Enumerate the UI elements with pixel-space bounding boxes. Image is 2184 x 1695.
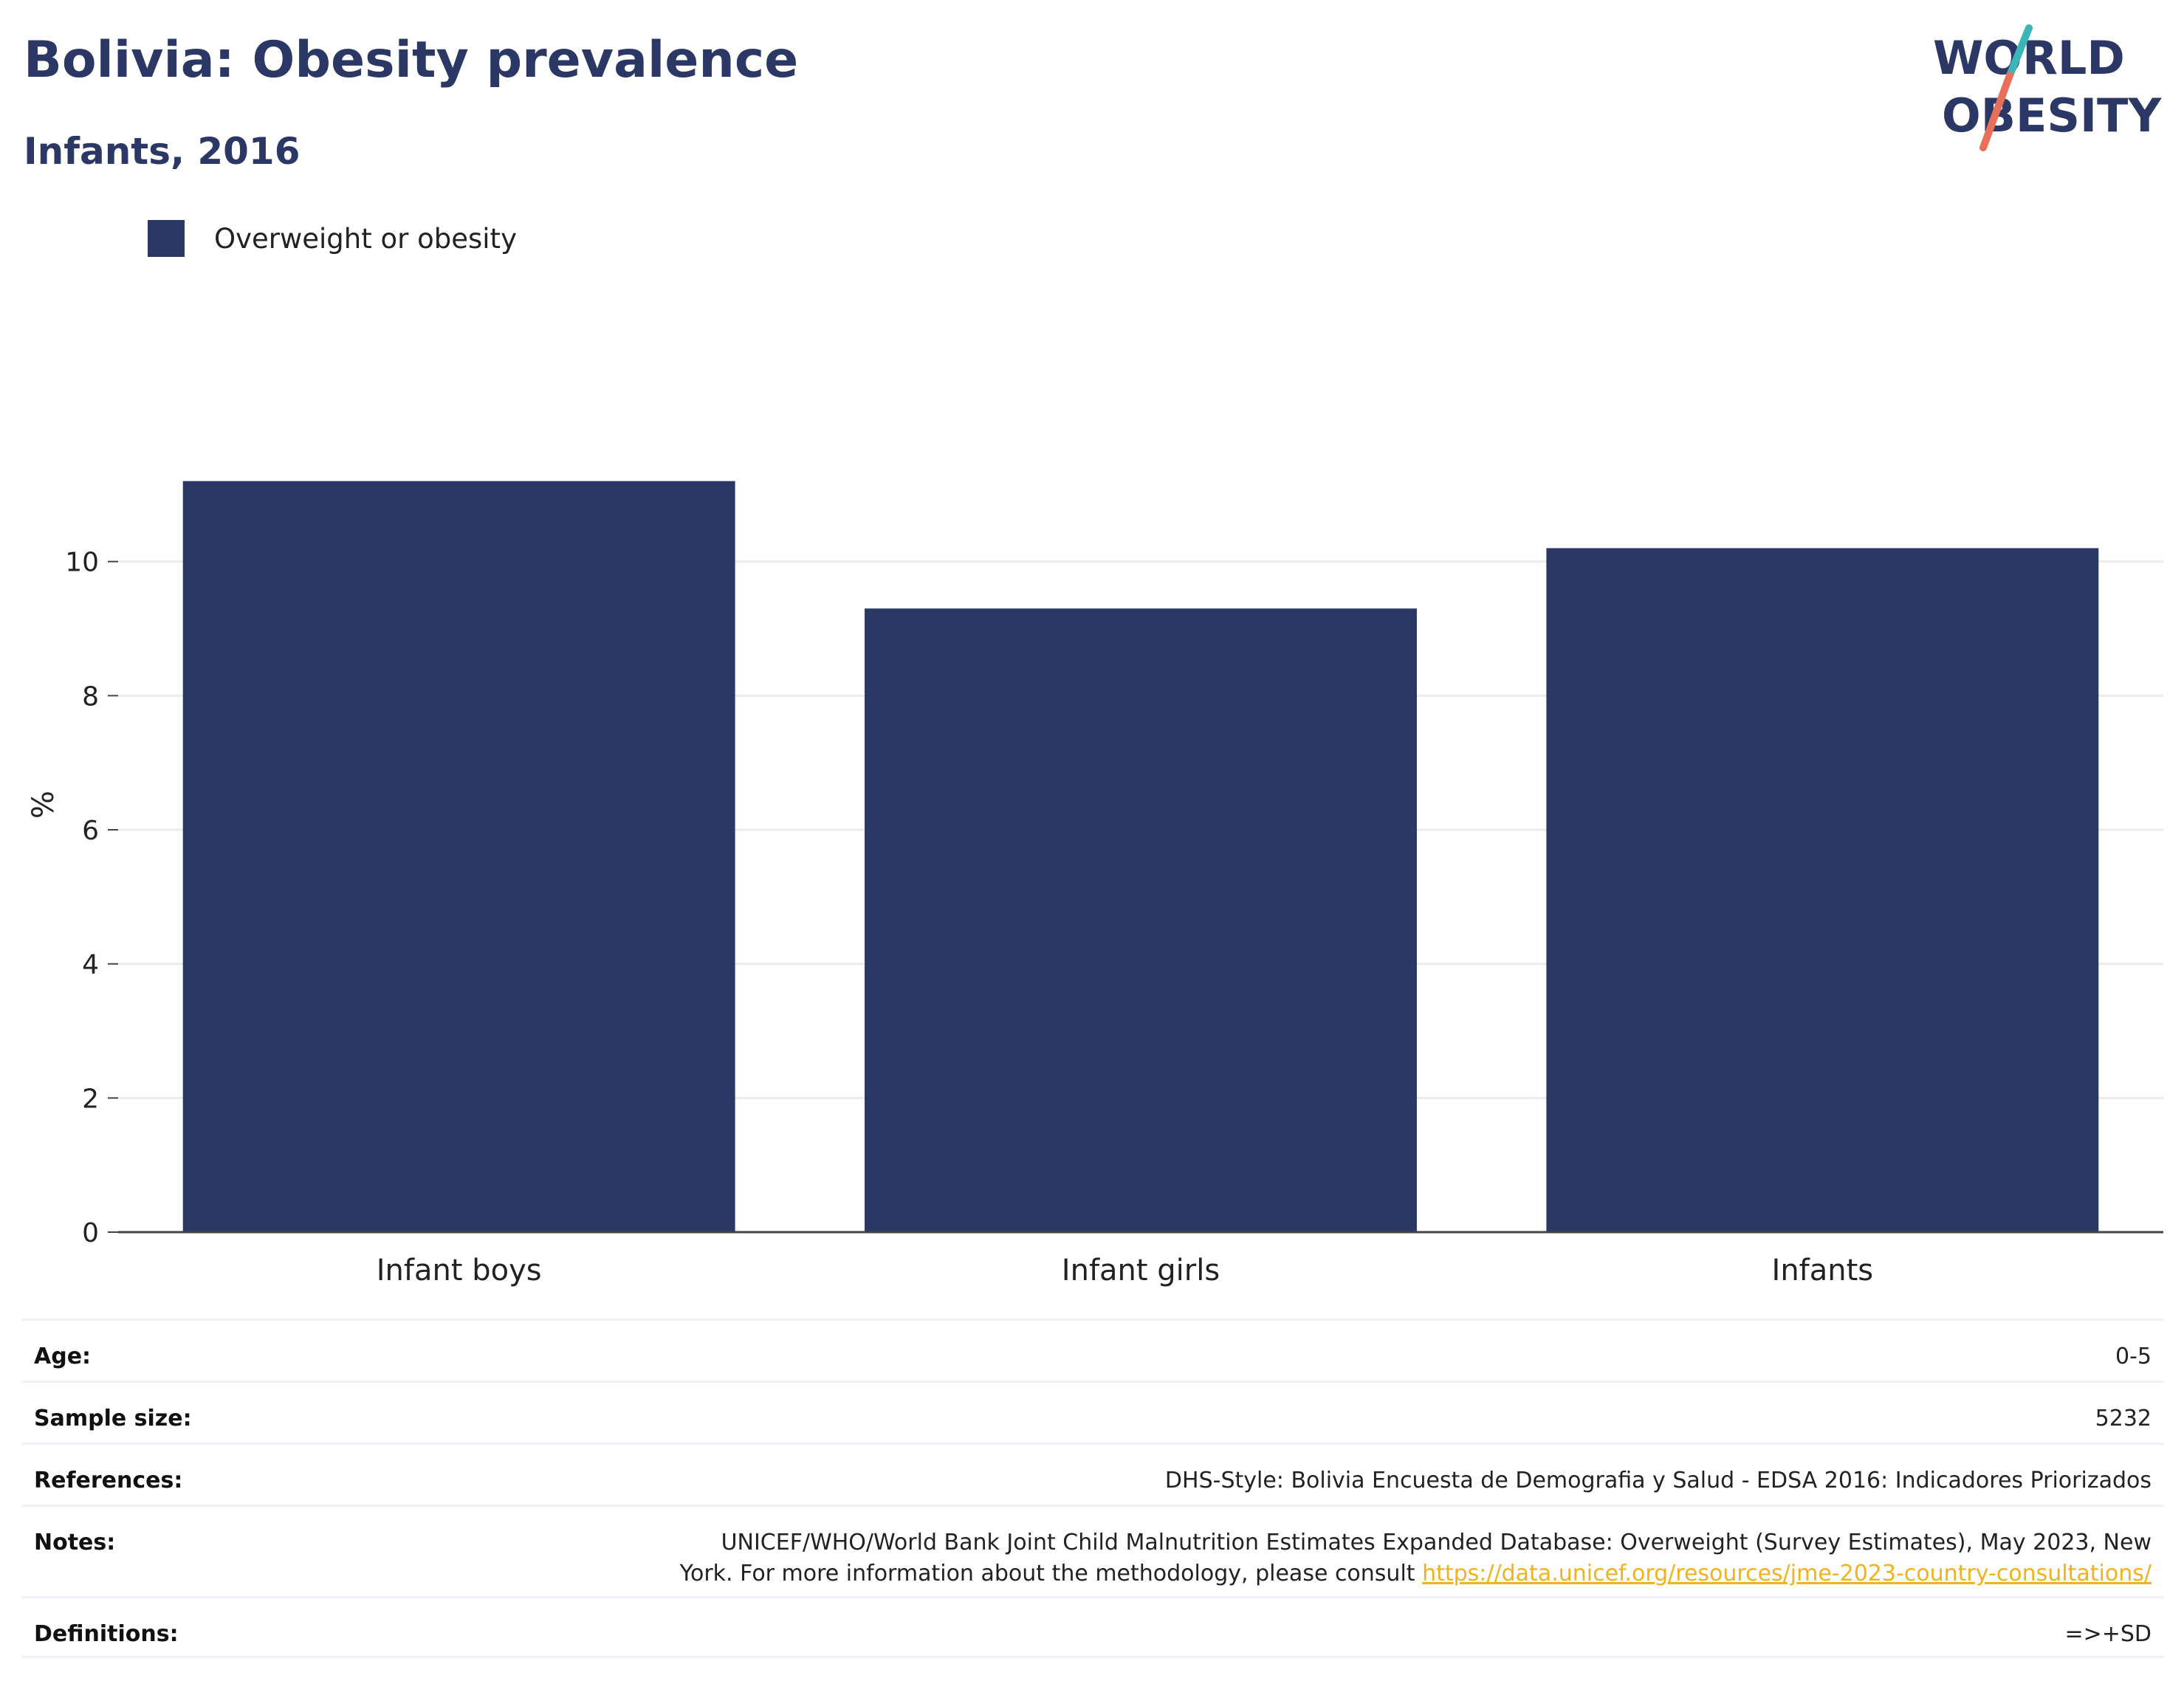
references-value: DHS-Style: Bolivia Encuesta de Demografi… bbox=[1164, 1468, 2152, 1493]
y-tick-label: 4 bbox=[82, 950, 99, 980]
sample-size-value: 5232 bbox=[2095, 1406, 2152, 1431]
references-label: References: bbox=[34, 1468, 183, 1493]
y-tick-label: 2 bbox=[82, 1084, 99, 1114]
x-tick-label: Infants bbox=[1772, 1254, 1874, 1287]
x-tick-label: Infant boys bbox=[377, 1254, 542, 1287]
legend-label: Overweight or obesity bbox=[214, 222, 517, 255]
definitions-label: Definitions: bbox=[34, 1621, 179, 1647]
methodology-link[interactable]: https://data.unicef.org/resources/jme-20… bbox=[1422, 1561, 2152, 1586]
info-row-notes: Notes: UNICEF/WHO/World Bank Joint Child… bbox=[22, 1505, 2163, 1596]
y-tick-label: 0 bbox=[82, 1218, 99, 1248]
y-tick-label: 6 bbox=[82, 816, 99, 846]
x-tick-label: Infant girls bbox=[1062, 1254, 1220, 1287]
logo-slash-top bbox=[2006, 24, 2033, 79]
info-row-age: Age: 0-5 bbox=[22, 1318, 2163, 1381]
info-row-sample-size: Sample size: 5232 bbox=[22, 1381, 2163, 1443]
definitions-value: =>+SD bbox=[2064, 1621, 2152, 1647]
chart-legend: Overweight or obesity bbox=[148, 220, 517, 257]
chart-subtitle: Infants, 2016 bbox=[24, 130, 301, 173]
bars bbox=[182, 481, 2099, 1232]
logo-text-obesity: OBESITY bbox=[1942, 89, 2162, 142]
y-tick-label: 10 bbox=[65, 548, 99, 578]
y-tick-label: 8 bbox=[82, 681, 99, 712]
axes: 0 2 4 6 8 10 Infant boys Infant girls Infants bbox=[65, 548, 2163, 1287]
chart-title: Bolivia: Obesity prevalence bbox=[24, 31, 799, 89]
notes-label: Notes: bbox=[34, 1530, 116, 1555]
world-obesity-logo: WORLD OBESITY bbox=[1933, 24, 2162, 151]
notes-line-1: UNICEF/WHO/World Bank Joint Child Malnut… bbox=[721, 1530, 2152, 1555]
bar-infants bbox=[1546, 548, 2099, 1232]
notes-line-2: York. For more information about the met… bbox=[679, 1561, 1415, 1586]
logo-text-world: WORLD bbox=[1933, 31, 2125, 85]
y-axis-label: % bbox=[27, 791, 61, 819]
notes-value: UNICEF/WHO/World Bank Joint Child Malnut… bbox=[680, 1527, 2152, 1589]
logo-slash-bottom bbox=[1979, 72, 2013, 151]
sample-size-label: Sample size: bbox=[34, 1406, 192, 1431]
bar-chart: 0 2 4 6 8 10 Infant boys Infant girls Infants % bbox=[27, 481, 2163, 1287]
info-row-definitions: Definitions: =>+SD bbox=[22, 1596, 2163, 1658]
bar-infant-girls bbox=[865, 608, 1417, 1232]
info-table: Age: 0-5 Sample size: 5232 References: D… bbox=[22, 1318, 2163, 1658]
age-value: 0-5 bbox=[2115, 1344, 2152, 1369]
age-label: Age: bbox=[34, 1344, 92, 1369]
info-row-references: References: DHS-Style: Bolivia Encuesta … bbox=[22, 1443, 2163, 1505]
bar-infant-boys bbox=[182, 481, 735, 1232]
legend-swatch bbox=[148, 220, 185, 257]
